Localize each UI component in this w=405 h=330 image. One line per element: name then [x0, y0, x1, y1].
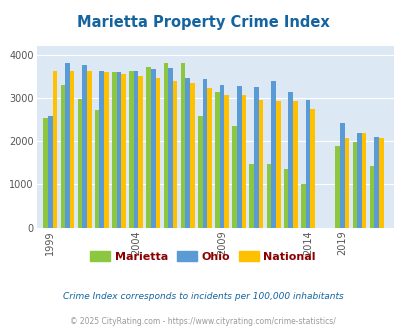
- Bar: [65, 63, 70, 228]
- Bar: [146, 67, 151, 228]
- Text: Crime Index corresponds to incidents per 100,000 inhabitants: Crime Index corresponds to incidents per…: [62, 292, 343, 301]
- Bar: [292, 101, 297, 228]
- Bar: [138, 77, 143, 228]
- Bar: [339, 123, 344, 228]
- Bar: [95, 110, 99, 228]
- Bar: [258, 100, 263, 228]
- Bar: [155, 78, 160, 228]
- Bar: [254, 87, 258, 228]
- Bar: [352, 142, 356, 228]
- Text: Marietta Property Crime Index: Marietta Property Crime Index: [77, 15, 328, 30]
- Text: © 2025 CityRating.com - https://www.cityrating.com/crime-statistics/: © 2025 CityRating.com - https://www.city…: [70, 317, 335, 326]
- Bar: [77, 99, 82, 228]
- Bar: [249, 164, 254, 228]
- Bar: [116, 72, 121, 228]
- Bar: [344, 138, 348, 228]
- Bar: [104, 72, 109, 228]
- Bar: [129, 71, 134, 228]
- Bar: [99, 71, 104, 228]
- Bar: [48, 116, 53, 228]
- Bar: [202, 79, 207, 228]
- Bar: [173, 81, 177, 228]
- Bar: [335, 147, 339, 228]
- Bar: [309, 109, 314, 228]
- Bar: [43, 117, 48, 228]
- Bar: [151, 69, 155, 228]
- Bar: [305, 100, 309, 228]
- Bar: [215, 91, 219, 228]
- Bar: [163, 63, 168, 228]
- Bar: [190, 82, 194, 228]
- Bar: [207, 88, 211, 228]
- Bar: [275, 101, 280, 228]
- Bar: [53, 71, 57, 228]
- Bar: [87, 71, 92, 228]
- Bar: [373, 137, 378, 228]
- Bar: [271, 81, 275, 228]
- Bar: [237, 86, 241, 228]
- Bar: [185, 78, 190, 228]
- Bar: [197, 116, 202, 228]
- Bar: [283, 169, 288, 228]
- Bar: [361, 133, 366, 228]
- Bar: [241, 95, 245, 228]
- Bar: [82, 65, 87, 228]
- Bar: [70, 71, 74, 228]
- Bar: [224, 95, 228, 228]
- Bar: [112, 72, 116, 228]
- Bar: [60, 85, 65, 228]
- Bar: [219, 85, 224, 228]
- Bar: [180, 63, 185, 228]
- Bar: [134, 71, 138, 228]
- Bar: [266, 164, 271, 228]
- Bar: [300, 184, 305, 228]
- Bar: [356, 133, 361, 228]
- Bar: [168, 68, 173, 228]
- Legend: Marietta, Ohio, National: Marietta, Ohio, National: [85, 247, 320, 267]
- Bar: [378, 138, 383, 228]
- Bar: [121, 74, 126, 228]
- Bar: [232, 126, 237, 228]
- Bar: [288, 92, 292, 228]
- Bar: [369, 166, 373, 228]
